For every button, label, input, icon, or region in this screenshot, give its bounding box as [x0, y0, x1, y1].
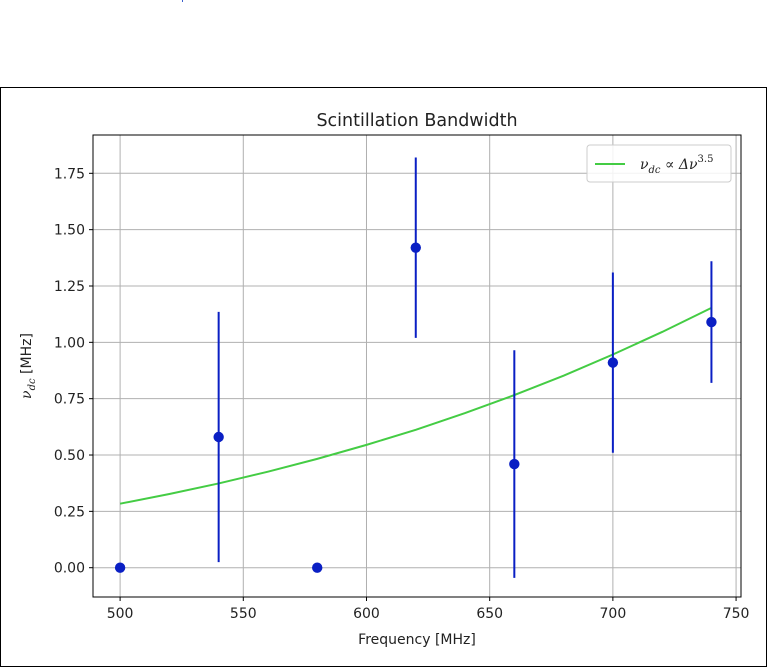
- y-axis-label: νdc [MHz]: [19, 333, 38, 399]
- x-tick-label: 600: [353, 606, 380, 622]
- y-tick-label: 1.25: [54, 279, 85, 295]
- legend-box: [586, 144, 732, 183]
- x-tick-label: 700: [600, 606, 627, 622]
- data-point: [706, 316, 717, 328]
- axes-frame: [92, 134, 742, 598]
- y-tick-label: 0.00: [54, 561, 85, 577]
- legend: νdc ∝ Δν3.5: [586, 144, 732, 183]
- y-tick-label: 1.75: [54, 166, 85, 182]
- data-point: [114, 562, 126, 573]
- x-tick-label: 550: [230, 606, 257, 622]
- figure-frame: [0, 87, 767, 667]
- x-axis-label: Frequency [MHz]: [358, 632, 476, 648]
- data-point: [410, 242, 421, 253]
- data-point: [312, 562, 323, 573]
- y-tick-label: 0.50: [54, 448, 85, 464]
- data-point: [509, 458, 520, 470]
- y-tick-label: 1.00: [54, 335, 85, 351]
- data-point: [213, 431, 224, 443]
- x-tick-label: 750: [723, 606, 750, 622]
- y-tick-label: 1.50: [54, 223, 85, 239]
- x-tick-label: 500: [107, 606, 134, 622]
- ticks: 500 550 600 650 700 750 0.00 0.25 0.50 0.75 1.00 1.…: [54, 166, 750, 622]
- x-tick-label: 650: [476, 606, 503, 622]
- grid: [93, 135, 741, 597]
- chart-title: Scintillation Bandwidth: [316, 111, 517, 131]
- stray-marker: [182, 0, 183, 2]
- y-tick-label: 0.75: [54, 392, 85, 408]
- plot-series: [114, 157, 717, 578]
- data-point: [607, 357, 619, 368]
- legend-label: νdc ∝ Δν3.5: [640, 154, 713, 176]
- y-tick-label: 0.25: [54, 504, 85, 520]
